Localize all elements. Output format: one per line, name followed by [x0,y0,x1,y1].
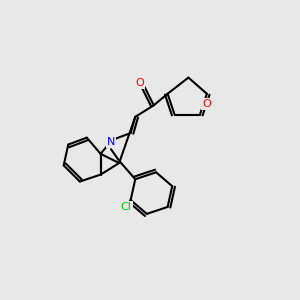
Text: Cl: Cl [121,202,131,212]
Text: O: O [202,99,211,109]
Text: O: O [136,78,144,88]
Text: N: N [107,137,115,147]
